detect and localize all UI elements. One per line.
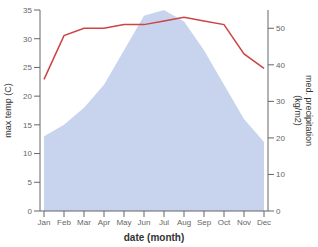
svg-text:Oct: Oct [218,218,231,227]
svg-text:Jul: Jul [159,218,169,227]
svg-text:0: 0 [28,207,33,216]
svg-text:max temp (C): max temp (C) [8,83,13,138]
svg-text:40: 40 [276,61,285,70]
svg-text:Dec: Dec [257,218,271,227]
svg-text:15: 15 [23,121,32,130]
svg-text:35: 35 [23,6,32,15]
svg-text:0: 0 [276,207,281,216]
svg-text:30: 30 [276,97,285,106]
svg-text:10: 10 [23,149,32,158]
svg-text:20: 20 [276,134,285,143]
svg-text:50: 50 [276,24,285,33]
svg-text:25: 25 [23,63,32,72]
svg-text:Feb: Feb [57,218,71,227]
svg-text:Apr: Apr [98,218,111,227]
svg-text:20: 20 [23,92,32,101]
svg-text:May: May [116,218,131,227]
svg-text:Nov: Nov [237,218,251,227]
svg-text:Mar: Mar [77,218,91,227]
svg-text:5: 5 [28,178,33,187]
svg-text:Sep: Sep [197,218,212,227]
svg-text:(kg/m2): (kg/m2) [293,95,303,126]
svg-text:Jun: Jun [138,218,151,227]
svg-text:Jan: Jan [38,218,51,227]
svg-text:30: 30 [23,35,32,44]
svg-text:med. precipitation: med. precipitation [304,75,310,146]
svg-text:date (month): date (month) [124,232,185,243]
svg-text:10: 10 [276,170,285,179]
svg-text:Aug: Aug [177,218,191,227]
